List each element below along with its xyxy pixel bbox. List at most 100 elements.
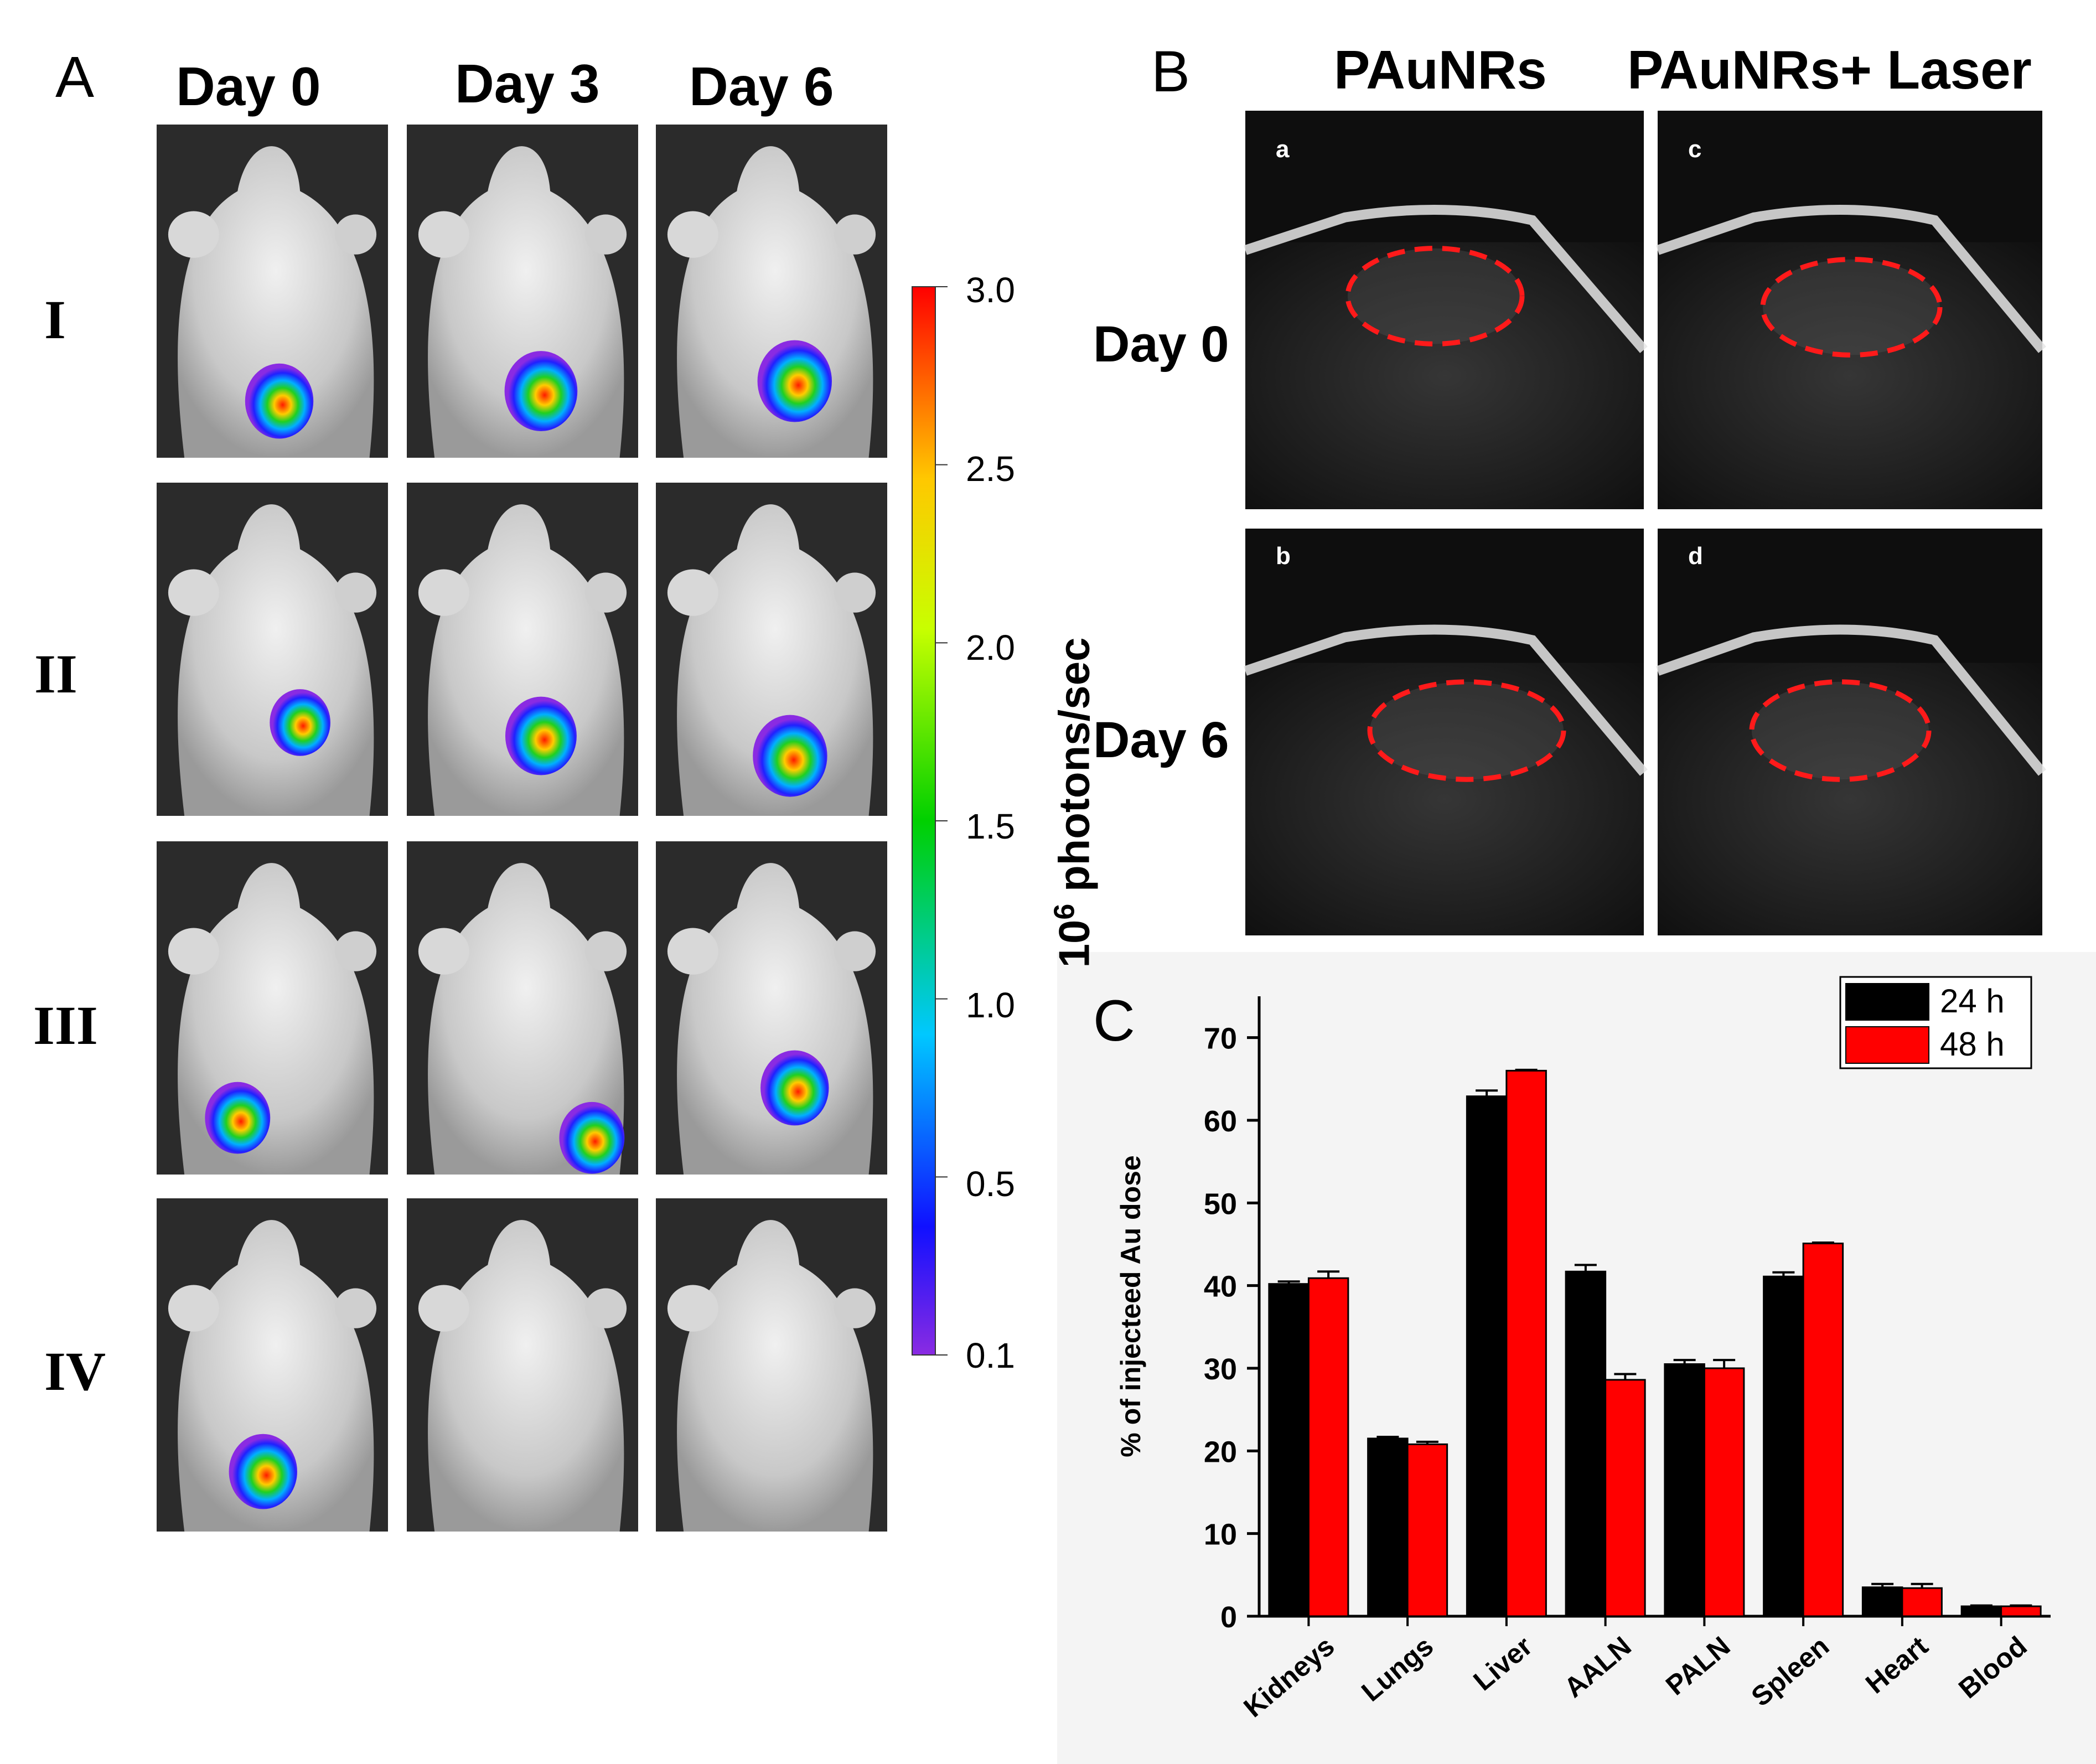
col-head-paunrs: PAuNRs xyxy=(1334,39,1547,100)
bioluminescence-signal xyxy=(504,351,578,432)
mouse-silhouette xyxy=(677,1220,873,1532)
ultrasound-image-d xyxy=(1656,529,2046,935)
bli-image-r1-c1 xyxy=(157,125,388,458)
mouse-ear xyxy=(584,214,627,255)
legend-label-48h: 48 h xyxy=(1940,1026,2005,1063)
mouse-ear xyxy=(834,1288,876,1328)
bioluminescence-signal xyxy=(205,1082,271,1154)
colorbar-tick-1-0: 1.0 xyxy=(966,985,1015,1025)
mouse-ear xyxy=(168,928,219,975)
bar-blood-24h xyxy=(1960,1605,2002,1617)
colorbar-tick-1-5: 1.5 xyxy=(966,806,1015,846)
col-head-day6: Day 6 xyxy=(689,56,834,117)
colorbar-tick-3-0: 3.0 xyxy=(966,270,1015,310)
tumor-outline xyxy=(1345,246,1525,346)
ultrasound-image-b xyxy=(1244,529,1648,935)
bioluminescence-signal xyxy=(270,689,330,756)
bar-paln-48h xyxy=(1703,1367,1745,1617)
bioluminescence-signal xyxy=(505,696,577,775)
bar-lungs-48h xyxy=(1406,1443,1448,1617)
mouse-ear xyxy=(667,569,718,616)
bioluminescence-signal xyxy=(753,715,827,797)
tumor-outline xyxy=(1367,679,1566,782)
panel-c-letter: C xyxy=(1093,989,1135,1053)
skin-boundary xyxy=(1244,624,1648,776)
bli-image-r3-c2 xyxy=(407,841,638,1175)
ultrasound-image-a xyxy=(1244,111,1648,509)
bioluminescence-signal xyxy=(559,1101,625,1174)
tumor-outline xyxy=(1760,257,1943,358)
mouse-ear xyxy=(334,931,377,971)
bli-image-r2-c1 xyxy=(157,483,388,816)
row-head-iv: IV xyxy=(44,1341,106,1402)
col-head-day3: Day 3 xyxy=(455,53,600,114)
skin-boundary xyxy=(1656,204,2046,353)
bli-image-r4-c3 xyxy=(656,1198,887,1532)
legend-swatch-48h xyxy=(1845,1026,1929,1064)
y-axis-label: % of injecteed Au dose xyxy=(1115,1155,1146,1457)
row-head-i: I xyxy=(44,289,66,350)
bli-image-r2-c2 xyxy=(407,483,638,816)
bar-spleen-24h xyxy=(1763,1275,1804,1617)
us-label-c: c xyxy=(1688,136,1702,163)
bar-heart-24h xyxy=(1861,1586,1903,1617)
panel-a xyxy=(157,125,948,1532)
y-tick-label: 10 xyxy=(1204,1518,1237,1551)
mouse-ear xyxy=(418,211,469,258)
bar-liver-24h xyxy=(1466,1095,1508,1617)
legend-label-24h: 24 h xyxy=(1940,982,2005,1020)
mouse-silhouette xyxy=(677,504,873,816)
us-row-day0: Day 0 xyxy=(1093,316,1229,373)
mouse-ear xyxy=(667,928,718,975)
tumor-outline xyxy=(1749,679,1932,782)
mouse-silhouette xyxy=(428,1220,624,1532)
row-head-iii: III xyxy=(33,995,98,1056)
bli-image-r1-c2 xyxy=(407,125,638,458)
mouse-ear xyxy=(584,931,627,971)
us-label-d: d xyxy=(1688,542,1703,570)
bar-lungs-24h xyxy=(1367,1437,1409,1617)
colorbar-title: 106 photons/sec xyxy=(1048,638,1100,968)
colorbar-title-rest: photons/sec xyxy=(1049,637,1099,904)
bar-kidneys-48h xyxy=(1307,1277,1349,1617)
y-tick-label: 70 xyxy=(1204,1022,1237,1056)
mouse-ear xyxy=(834,931,876,971)
y-tick-label: 20 xyxy=(1204,1435,1237,1468)
mouse-ear xyxy=(168,1285,219,1332)
mouse-ear xyxy=(334,572,377,613)
mouse-ear xyxy=(834,214,876,255)
mouse-ear xyxy=(584,572,627,613)
colorbar-tick-2-0: 2.0 xyxy=(966,628,1015,668)
col-head-day0: Day 0 xyxy=(176,56,321,117)
mouse-ear xyxy=(334,214,377,255)
mouse-ear xyxy=(584,1288,627,1328)
colorbar-title-base: 10 xyxy=(1049,919,1099,968)
y-tick-label: 0 xyxy=(1220,1601,1237,1634)
colorbar xyxy=(912,286,936,1356)
panel-b-letter: B xyxy=(1151,39,1191,104)
mouse-ear xyxy=(418,569,469,616)
bar-heart-48h xyxy=(1901,1587,1943,1617)
panel-b xyxy=(1244,111,2046,935)
bli-image-r4-c2 xyxy=(407,1198,638,1532)
bioluminescence-signal xyxy=(245,363,314,439)
bar-blood-48h xyxy=(2000,1605,2042,1617)
bioluminescence-signal xyxy=(760,1050,829,1126)
us-label-a: a xyxy=(1276,136,1290,163)
bar-aaln-48h xyxy=(1605,1379,1646,1617)
mouse-ear xyxy=(168,569,219,616)
mouse-ear xyxy=(334,1288,377,1328)
mouse-ear xyxy=(418,1285,469,1332)
us-row-day6: Day 6 xyxy=(1093,712,1229,768)
colorbar-tick-2-5: 2.5 xyxy=(966,449,1015,489)
y-tick-label: 50 xyxy=(1204,1187,1237,1220)
bli-image-r4-c1 xyxy=(157,1198,388,1532)
y-tick-label: 30 xyxy=(1204,1353,1237,1386)
bioluminescence-signal xyxy=(229,1434,298,1509)
bioluminescence-signal xyxy=(757,340,832,422)
mouse-ear xyxy=(667,211,718,258)
mouse-silhouette xyxy=(178,1220,374,1532)
bar-kidneys-24h xyxy=(1268,1283,1310,1617)
mouse-ear xyxy=(168,211,219,258)
